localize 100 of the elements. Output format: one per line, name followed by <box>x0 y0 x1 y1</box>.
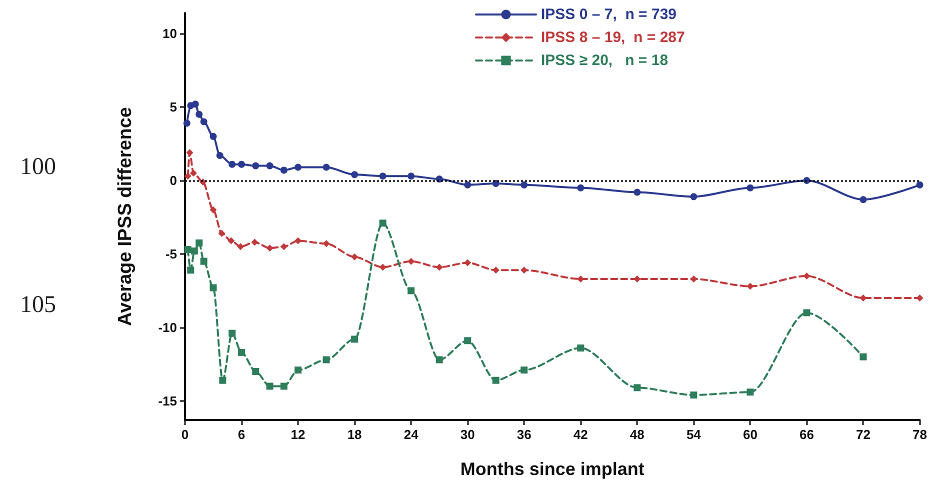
point <box>577 275 584 282</box>
point <box>464 337 472 344</box>
point <box>200 258 208 265</box>
point <box>520 366 528 374</box>
point <box>237 243 244 250</box>
point <box>436 264 443 271</box>
x-tick-label: 24 <box>404 427 420 442</box>
point <box>351 253 358 260</box>
point <box>520 181 528 188</box>
point <box>803 272 810 280</box>
point <box>280 382 288 390</box>
point <box>266 162 274 170</box>
x-tick-label: 42 <box>573 427 588 442</box>
point <box>251 238 258 246</box>
point <box>190 248 198 255</box>
point <box>238 160 246 168</box>
legend-label: IPSS 8 – 19, n = 287 <box>541 29 685 46</box>
point <box>520 266 528 274</box>
point <box>746 184 754 192</box>
point <box>860 353 867 360</box>
point <box>690 193 698 200</box>
y-tick-label: 5 <box>170 100 177 115</box>
point <box>294 164 302 171</box>
x-tick-label: 18 <box>347 427 362 442</box>
point <box>294 366 302 374</box>
point <box>190 170 197 177</box>
point <box>408 287 415 294</box>
point <box>492 266 500 274</box>
y-tick-label: 0 <box>170 173 177 188</box>
text: 100 <box>20 154 56 180</box>
point <box>690 392 698 399</box>
point <box>860 196 867 204</box>
point <box>186 149 194 156</box>
point <box>200 118 208 126</box>
point <box>280 243 288 250</box>
point <box>916 294 924 302</box>
y-axis-title: Average IPSS difference <box>115 107 136 326</box>
legend-label: IPSS 0 – 7, n = 739 <box>541 6 676 23</box>
point <box>464 181 472 188</box>
point <box>322 240 330 248</box>
point <box>464 259 472 266</box>
point <box>408 172 415 180</box>
point <box>252 368 260 376</box>
legend-label: IPSS ≥ 20, n = 18 <box>541 52 668 69</box>
point <box>322 356 330 364</box>
point <box>266 382 274 390</box>
point <box>351 336 358 343</box>
x-tick-label: 48 <box>630 427 644 442</box>
point <box>746 282 754 290</box>
x-tick-label: 60 <box>742 427 758 442</box>
x-tick-label: 72 <box>856 427 870 442</box>
point <box>379 220 386 227</box>
point <box>184 172 192 180</box>
x-tick-label: 6 <box>238 427 246 442</box>
x-tick-label: 30 <box>460 427 475 442</box>
point <box>210 132 217 140</box>
point <box>294 237 302 244</box>
point <box>634 384 641 392</box>
point <box>690 275 698 282</box>
point <box>183 120 190 127</box>
x-tick-label: 66 <box>799 427 814 442</box>
point <box>219 376 226 384</box>
x-tick-label: 36 <box>516 427 532 442</box>
point <box>634 275 641 282</box>
point <box>916 181 924 188</box>
y-tick-label: 10 <box>162 26 177 42</box>
point <box>351 171 358 178</box>
point <box>238 348 246 356</box>
point <box>577 184 584 192</box>
point <box>379 172 386 180</box>
point <box>634 188 641 196</box>
point <box>228 160 236 168</box>
point <box>228 330 236 337</box>
point <box>192 100 199 108</box>
x-tick-label: 0 <box>181 427 189 442</box>
point <box>408 258 415 265</box>
text: 105 <box>20 292 56 318</box>
point <box>379 264 386 271</box>
y-tick-label: -10 <box>158 320 177 335</box>
y-tick-label: -15 <box>158 393 177 408</box>
point <box>210 284 217 292</box>
point <box>746 388 754 396</box>
point <box>196 110 203 118</box>
y-tick-label: -5 <box>165 246 177 262</box>
point <box>187 266 194 274</box>
point <box>322 164 330 171</box>
point <box>860 294 867 302</box>
point <box>436 356 443 364</box>
x-tick-label: 78 <box>912 427 928 442</box>
point <box>803 309 810 316</box>
point <box>218 230 226 237</box>
point <box>252 162 260 170</box>
point <box>196 239 203 246</box>
point <box>210 206 217 214</box>
x-tick-label: 12 <box>290 427 306 442</box>
point <box>280 166 288 174</box>
point <box>492 376 500 384</box>
point <box>184 246 192 254</box>
x-tick-label: 54 <box>686 427 702 442</box>
point <box>577 344 584 352</box>
